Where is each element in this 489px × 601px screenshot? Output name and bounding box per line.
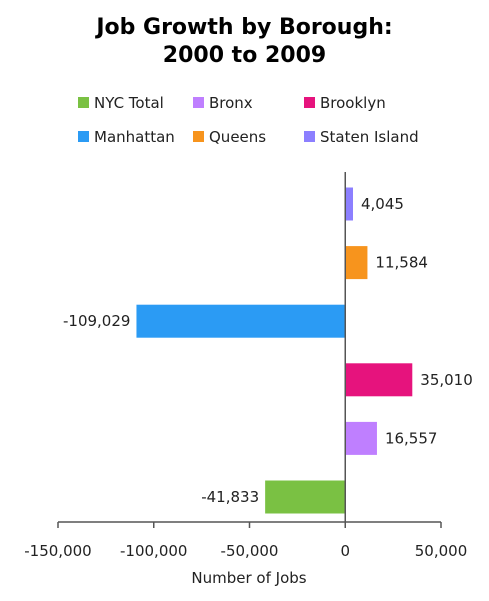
legend-swatch-manhattan — [78, 131, 89, 142]
bar-queens — [345, 246, 368, 280]
chart-title-line-2: 2000 to 2009 — [162, 43, 327, 68]
x-tick-label-150-000: -150,000 — [24, 542, 91, 560]
legend-label-bronx: Bronx — [209, 94, 253, 112]
data-label-nyc-total: -41,833 — [201, 488, 259, 506]
axes: -150,000 -100,000 -50,000 0 50,000 — [24, 172, 467, 560]
legend-label-brooklyn: Brooklyn — [320, 94, 386, 112]
bar-staten-island — [345, 187, 353, 221]
data-label-brooklyn: 35,010 — [420, 371, 473, 389]
data-label-bronx: 16,557 — [385, 429, 438, 447]
legend-swatch-queens — [193, 131, 204, 142]
chart-title: Job Growth by Borough: 2000 to 2009 — [0, 14, 489, 70]
bar-nyc-total — [265, 480, 346, 514]
chart-title-line-1: Job Growth by Borough: — [96, 15, 393, 40]
x-axis-title: Number of Jobs — [191, 569, 306, 587]
data-label-manhattan: -109,029 — [63, 312, 130, 330]
legend-swatch-nyc-total — [78, 97, 89, 108]
bars — [136, 187, 413, 514]
legend: NYC Total Bronx Brooklyn Manhattan Queens Sta… — [78, 94, 419, 146]
data-label-staten-island: 4,045 — [361, 195, 404, 213]
legend-swatch-brooklyn — [304, 97, 315, 108]
data-labels: -41,833 16,557 35,010 -109,029 11,584 4,045 — [63, 195, 473, 506]
legend-label-nyc-total: NYC Total — [94, 94, 164, 112]
bar-brooklyn — [345, 363, 413, 397]
legend-label-manhattan: Manhattan — [94, 128, 175, 146]
legend-label-queens: Queens — [209, 128, 266, 146]
legend-swatch-bronx — [193, 97, 204, 108]
x-tick-label-100-000: -100,000 — [120, 542, 187, 560]
legend-label-staten-island: Staten Island — [320, 128, 419, 146]
x-tick-label-50-000: 50,000 — [415, 542, 468, 560]
bar-bronx — [345, 421, 377, 455]
bar-manhattan — [136, 304, 346, 338]
legend-swatch-staten-island — [304, 131, 315, 142]
data-label-queens: 11,584 — [375, 254, 428, 272]
x-tick-label-0: 0 — [340, 542, 350, 560]
x-tick-label-50-000: -50,000 — [221, 542, 279, 560]
